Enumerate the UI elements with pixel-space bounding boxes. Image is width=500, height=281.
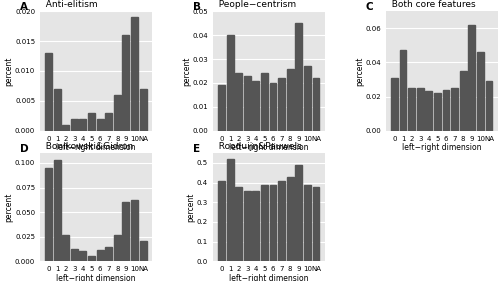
X-axis label: left−right dimension: left−right dimension [56, 274, 136, 281]
Bar [54, 160, 60, 261]
Bar [278, 78, 285, 131]
Bar [131, 17, 138, 131]
Bar [270, 83, 276, 131]
X-axis label: left−right dimension: left−right dimension [402, 143, 481, 152]
Bar [304, 185, 311, 261]
Bar [114, 235, 120, 261]
Bar [296, 165, 302, 261]
Bar [80, 251, 86, 261]
Bar [122, 35, 130, 131]
Bar [88, 113, 95, 131]
Y-axis label: percent: percent [186, 192, 196, 222]
Bar [80, 119, 86, 131]
Bar [252, 80, 260, 131]
Bar [442, 90, 450, 131]
Bar [105, 247, 112, 261]
Text: Rooduijn&Pauwels: Rooduijn&Pauwels [213, 142, 302, 151]
Bar [140, 241, 146, 261]
Bar [88, 256, 95, 261]
Bar [451, 88, 458, 131]
Bar [218, 181, 225, 261]
Bar [244, 76, 250, 131]
Bar [460, 71, 466, 131]
Bar [122, 202, 130, 261]
Bar [62, 235, 69, 261]
Bar [261, 185, 268, 261]
Bar [45, 53, 52, 131]
Text: B: B [193, 2, 201, 12]
Bar [312, 187, 320, 261]
Text: E: E [193, 144, 200, 155]
Bar [226, 35, 234, 131]
X-axis label: left−right dimension: left−right dimension [229, 143, 308, 152]
Text: People−centrism: People−centrism [213, 0, 296, 9]
Bar [391, 78, 398, 131]
Y-axis label: percent: percent [182, 56, 191, 86]
Y-axis label: percent: percent [355, 56, 364, 86]
Bar [468, 25, 475, 131]
Bar [96, 119, 103, 131]
Text: A: A [20, 2, 28, 12]
Bar [62, 125, 69, 131]
Y-axis label: percent: percent [4, 56, 14, 86]
Bar [278, 181, 285, 261]
Bar [226, 159, 234, 261]
Bar [296, 23, 302, 131]
Text: Anti-elitism: Anti-elitism [40, 0, 98, 9]
Bar [270, 185, 276, 261]
Text: Bonikowski&Gidron: Bonikowski&Gidron [40, 142, 133, 151]
Bar [235, 187, 242, 261]
Bar [235, 73, 242, 131]
Bar [96, 250, 103, 261]
Bar [304, 66, 311, 131]
Text: Both core features: Both core features [386, 0, 476, 9]
Bar [417, 88, 424, 131]
Bar [252, 191, 260, 261]
Bar [486, 81, 492, 131]
Bar [218, 85, 225, 131]
Text: D: D [20, 144, 28, 155]
X-axis label: left−right dimension: left−right dimension [229, 274, 308, 281]
Bar [287, 177, 294, 261]
Bar [408, 88, 415, 131]
Bar [426, 91, 432, 131]
Bar [131, 200, 138, 261]
Bar [434, 93, 441, 131]
X-axis label: left−right dimension: left−right dimension [56, 143, 136, 152]
Bar [140, 89, 146, 131]
Bar [312, 78, 320, 131]
Bar [287, 69, 294, 131]
Bar [261, 73, 268, 131]
Y-axis label: percent: percent [4, 192, 14, 222]
Bar [105, 113, 112, 131]
Text: C: C [366, 2, 374, 12]
Bar [71, 119, 78, 131]
Bar [400, 51, 406, 131]
Bar [45, 168, 52, 261]
Bar [244, 191, 250, 261]
Bar [54, 89, 60, 131]
Bar [477, 52, 484, 131]
Bar [114, 95, 120, 131]
Bar [71, 249, 78, 261]
